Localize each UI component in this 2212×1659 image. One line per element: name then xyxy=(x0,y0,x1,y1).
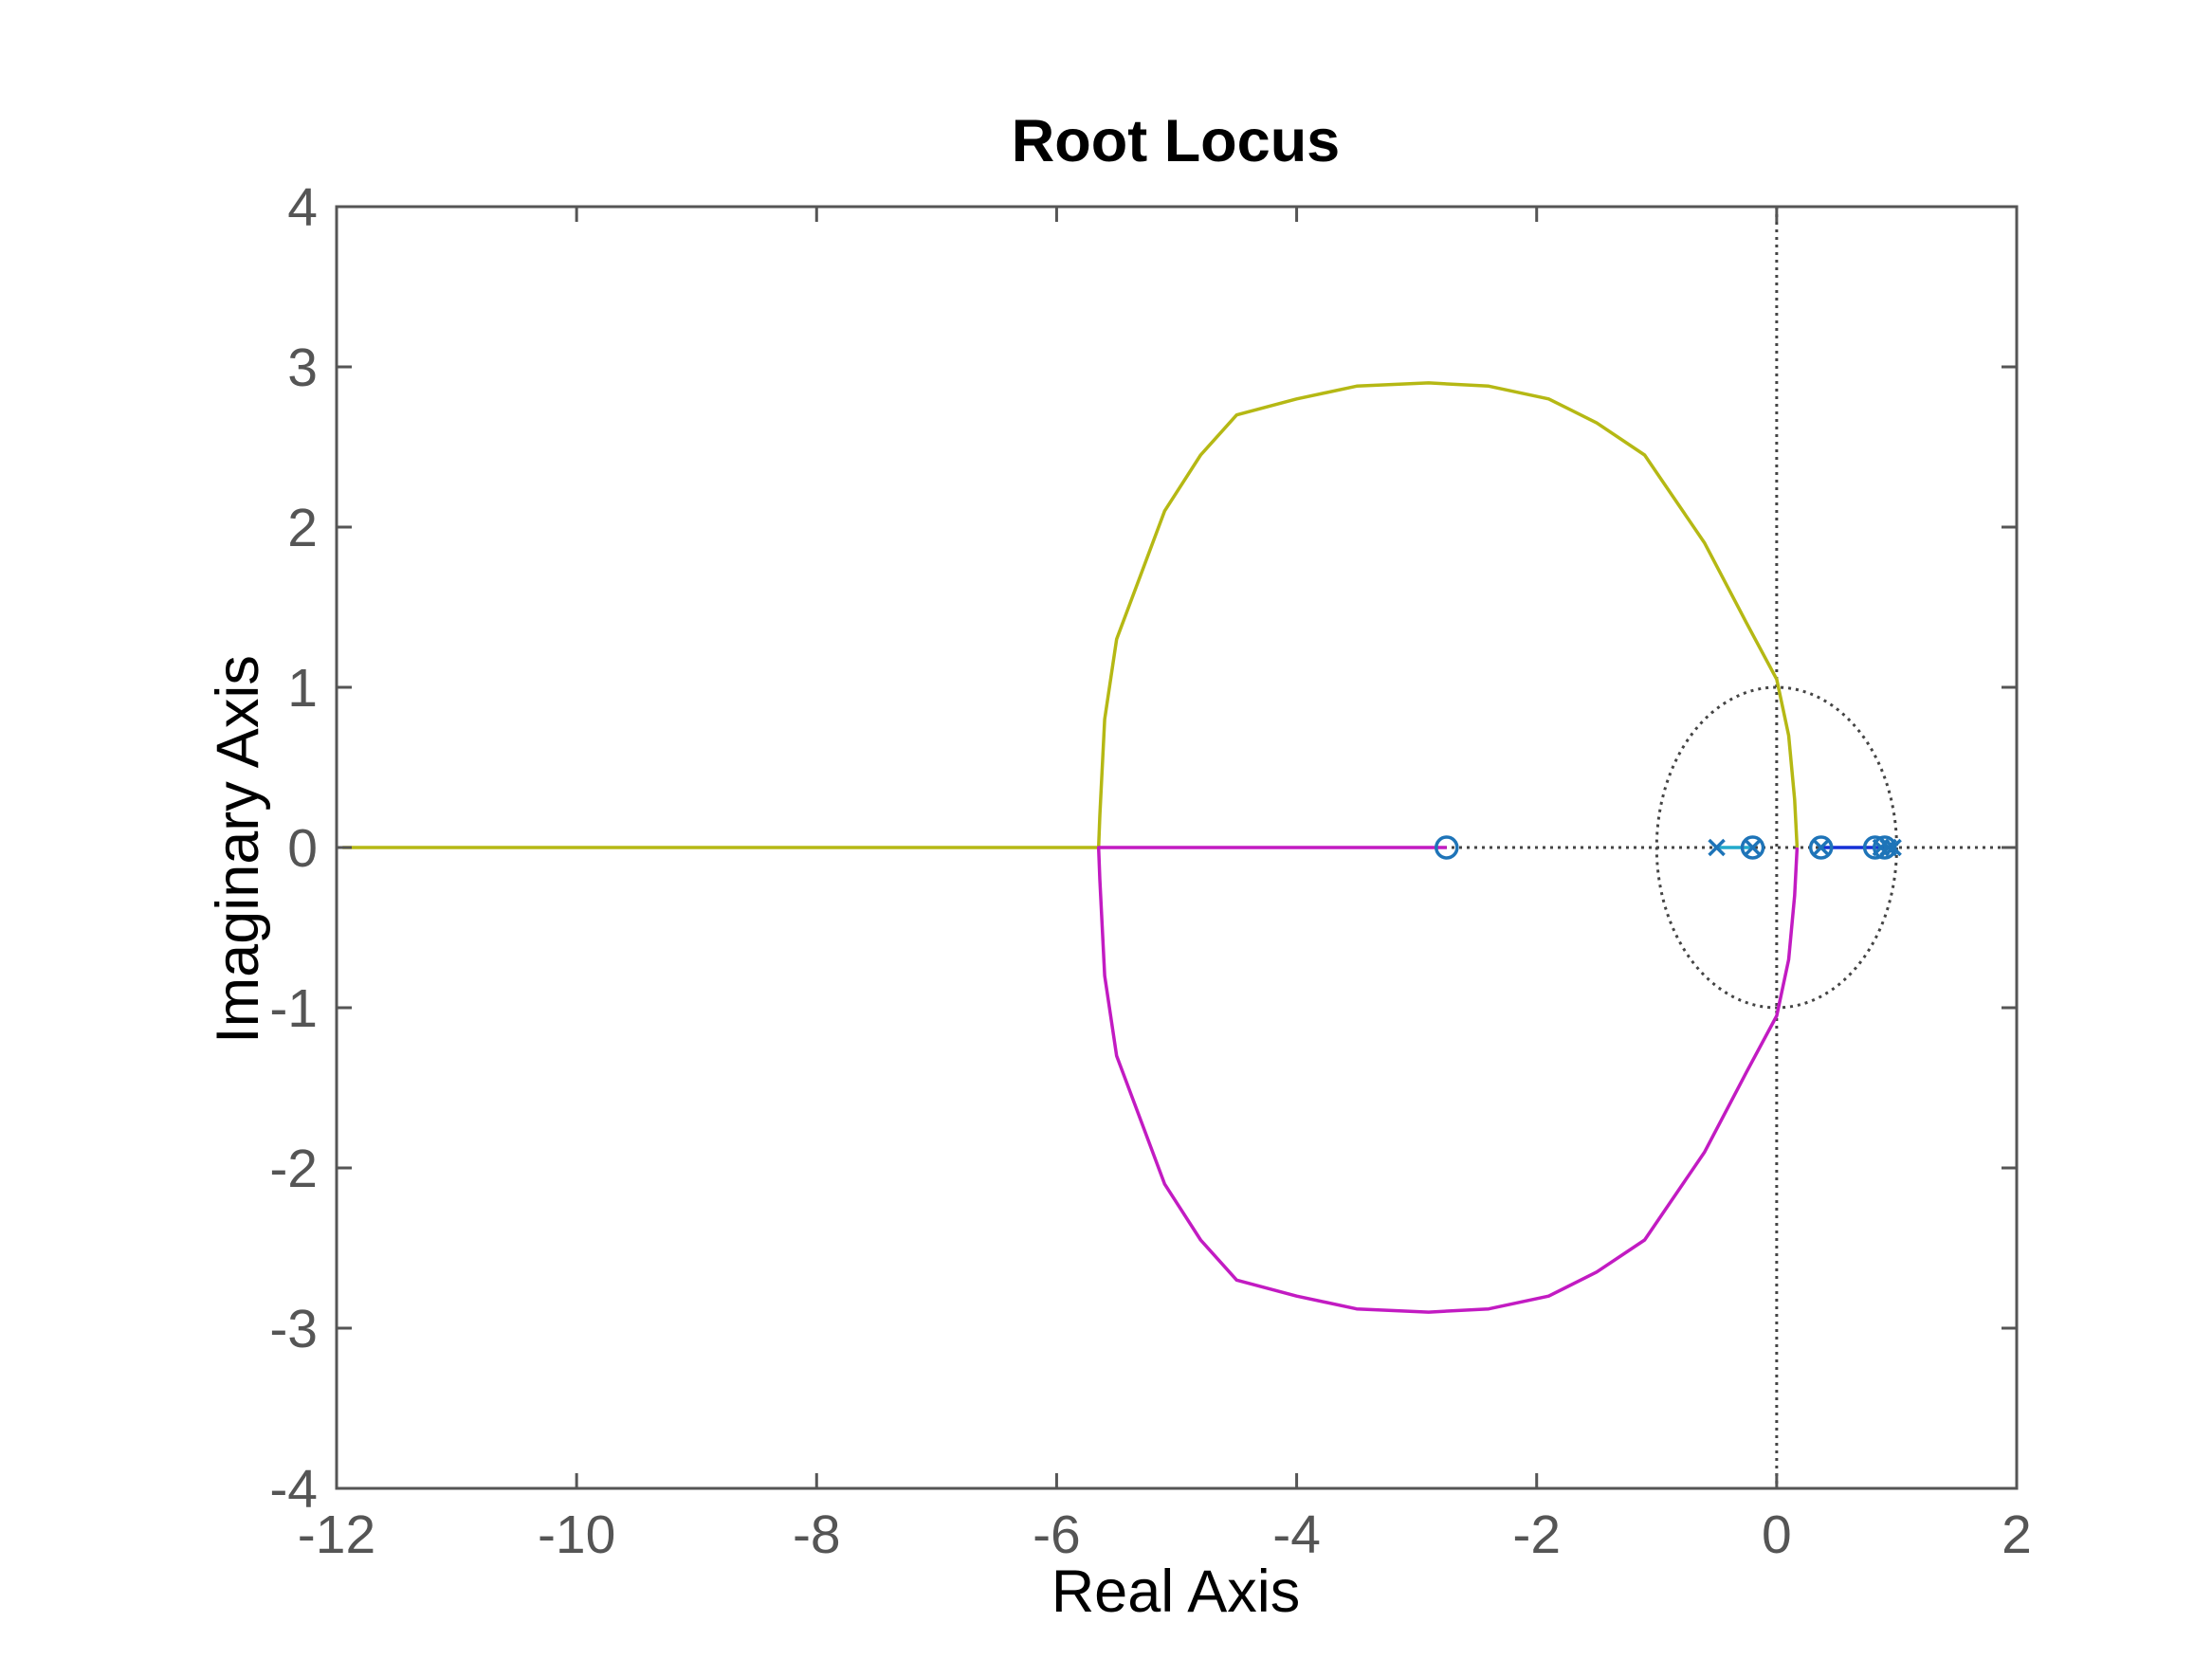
y-tick-label-7: 2 xyxy=(287,498,318,558)
x-tick-label-5: -4 xyxy=(1272,1504,1321,1565)
y-tick-label-8: 3 xyxy=(287,337,318,398)
pole-marker-5 xyxy=(1879,838,1897,857)
locus-branch-2 xyxy=(1096,846,1800,1314)
y-tick-label-9: 4 xyxy=(287,177,318,238)
x-tick-label-1: -12 xyxy=(298,1504,375,1565)
y-tick-label-3: -2 xyxy=(269,1139,318,1199)
x-tick-label-2: -10 xyxy=(538,1504,615,1565)
y-tick-label-2: -3 xyxy=(269,1299,318,1359)
zero-marker-3 xyxy=(1808,835,1834,860)
pole-marker-1 xyxy=(1708,838,1726,857)
y-axis-label: Imaginary Axis xyxy=(205,655,271,1044)
x-axis-label: Real Axis xyxy=(1051,1559,1301,1625)
y-tick-label-5: 0 xyxy=(287,818,318,879)
locus-branch-1 xyxy=(342,381,1800,849)
x-tick-label-4: -6 xyxy=(1033,1504,1081,1565)
y-tick-label-6: 1 xyxy=(287,658,318,719)
x-tick-label-8: 2 xyxy=(2002,1504,2032,1565)
pole-marker-2 xyxy=(1744,838,1762,857)
pole-marker-3 xyxy=(1812,838,1830,857)
zero-marker-1 xyxy=(1435,835,1459,860)
zero-marker-4 xyxy=(1862,835,1888,860)
y-tick-label-4: -1 xyxy=(269,978,318,1039)
plot-inner xyxy=(337,207,2017,1488)
x-tick-label-7: 0 xyxy=(1762,1504,1792,1565)
x-tick-label-6: -2 xyxy=(1512,1504,1561,1565)
zero-marker-2 xyxy=(1740,835,1765,860)
chart-title: Root Locus xyxy=(1012,108,1340,174)
x-tick-label-3: -8 xyxy=(793,1504,841,1565)
y-tick-label-1: -4 xyxy=(269,1459,318,1520)
pole-marker-6 xyxy=(1884,838,1902,857)
